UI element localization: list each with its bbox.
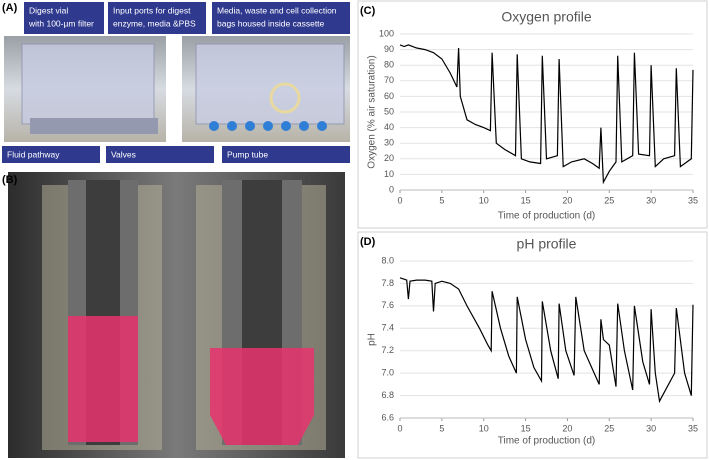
y-tick-label: 40: [384, 122, 394, 132]
callout-text: Valves: [111, 149, 136, 159]
x-tick-label: 25: [604, 423, 614, 433]
y-axis-label: Oxygen (% air saturation): [367, 55, 378, 168]
x-tick-label: 20: [562, 423, 572, 433]
panel-label: (C): [360, 5, 376, 17]
y-tick-label: 7.8: [381, 278, 394, 288]
callout-box: [106, 146, 214, 163]
y-tick-label: 7.0: [381, 368, 394, 378]
y-tick-label: 7.6: [381, 300, 394, 310]
callout-text: Pump tube: [227, 149, 268, 159]
y-tick-label: 90: [384, 44, 394, 54]
y-tick-label: 50: [384, 106, 394, 116]
y-tick-label: 60: [384, 91, 394, 101]
render-panel: [8, 172, 345, 458]
photo-left: [4, 36, 166, 142]
panel-label: (A): [2, 2, 18, 14]
x-axis-label: Time of production (d): [498, 436, 595, 447]
panel-label: (D): [360, 236, 376, 248]
x-tick-label: 10: [479, 195, 489, 205]
y-tick-label: 8.0: [381, 255, 394, 265]
y-tick-label: 6.6: [381, 412, 394, 422]
callout-text: Digest vial: [29, 5, 68, 15]
x-tick-label: 30: [646, 195, 656, 205]
chart-title: Oxygen profile: [501, 9, 591, 25]
callout-text: Input ports for digest: [113, 5, 191, 15]
y-tick-label: 100: [379, 28, 394, 38]
data-line: [399, 277, 694, 404]
callout-text: bags housed inside cassette: [217, 18, 325, 28]
y-tick-label: 7.4: [381, 323, 394, 333]
y-tick-label: 20: [384, 153, 394, 163]
callout-text: with 100-µm filter: [28, 18, 94, 28]
x-tick-label: 5: [439, 423, 444, 433]
x-tick-label: 35: [688, 423, 698, 433]
x-tick-label: 0: [397, 423, 402, 433]
callout-text: Media, waste and cell collection: [217, 5, 337, 15]
callout-box: [2, 146, 100, 163]
x-tick-label: 35: [688, 195, 698, 205]
callout-box: [24, 2, 104, 34]
callout-text: Fluid pathway: [7, 149, 60, 159]
y-tick-label: 70: [384, 75, 394, 85]
data-line: [399, 44, 694, 185]
x-tick-label: 15: [521, 423, 531, 433]
x-tick-label: 25: [604, 195, 614, 205]
panel-label: (B): [2, 174, 18, 186]
callout-box: [222, 146, 350, 163]
chart-title: pH profile: [517, 236, 577, 252]
x-tick-label: 20: [562, 195, 572, 205]
y-axis-label: pH: [367, 333, 378, 346]
chart-frame: [357, 0, 708, 229]
y-tick-label: 80: [384, 60, 394, 70]
x-tick-label: 5: [439, 195, 444, 205]
y-tick-label: 7.2: [381, 345, 394, 355]
y-tick-label: 0: [389, 184, 394, 194]
callout-box: [212, 2, 350, 34]
x-tick-label: 0: [397, 195, 402, 205]
y-tick-label: 6.8: [381, 390, 394, 400]
y-tick-label: 30: [384, 138, 394, 148]
x-tick-label: 15: [521, 195, 531, 205]
chart-frame: [357, 231, 708, 459]
callout-box: [108, 2, 206, 34]
y-tick-label: 10: [384, 169, 394, 179]
x-tick-label: 30: [646, 423, 656, 433]
callout-text: enzyme, media &PBS: [113, 18, 196, 28]
photo-right: [182, 36, 350, 142]
x-axis-label: Time of production (d): [498, 211, 595, 222]
x-tick-label: 10: [479, 423, 489, 433]
